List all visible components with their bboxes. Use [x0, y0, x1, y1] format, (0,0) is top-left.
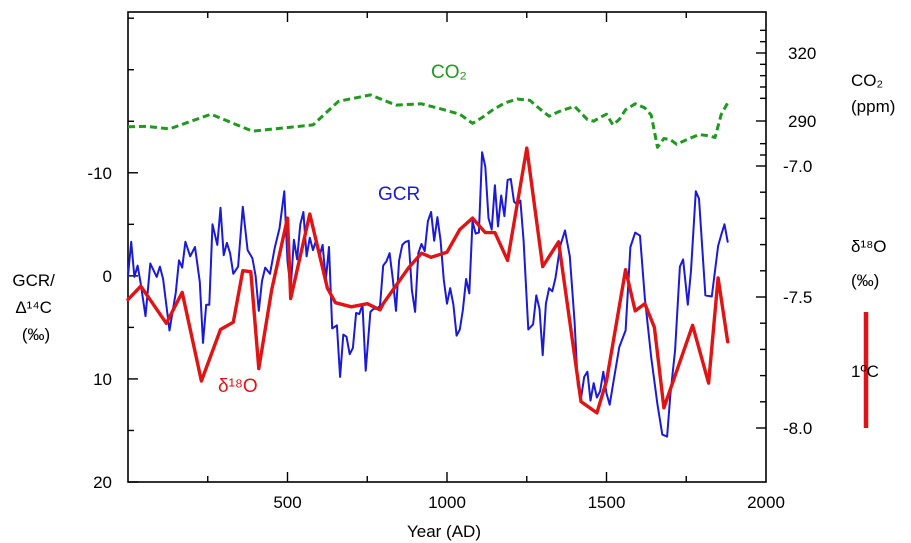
co2-axis-title-line-1: CO₂: [851, 71, 883, 90]
left-axis-tick-label: 10: [93, 370, 112, 389]
left-axis-title-line-1: GCR/: [12, 271, 55, 290]
co2-axis-tick-label: 320: [788, 44, 816, 63]
series-gcr-line: [127, 151, 729, 438]
top-axis: [207, 12, 687, 22]
series-d18o-label: δ¹⁸O: [218, 376, 258, 397]
x-axis-tick-label: 500: [273, 493, 301, 512]
co2-axis-title-line-2: (ppm): [851, 97, 895, 116]
left-axis-tick-label: 20: [93, 473, 112, 492]
left-axis-tick-label: -10: [87, 164, 112, 183]
d18o-axis-tick-label: -7.5: [783, 288, 812, 307]
left-axis-tick-label: 0: [103, 267, 112, 286]
d18o-axis-title: δ¹⁸O (‰): [851, 237, 891, 290]
x-axis-tick-label: 2000: [747, 493, 785, 512]
x-axis-title: Year (AD): [407, 522, 481, 541]
right-axis: 290 320 -8.0 -7.5 -7.0: [756, 29, 816, 438]
scale-bar-label: 1ºC: [851, 362, 879, 381]
left-axis: -10 0 10 20: [87, 17, 138, 492]
co2-axis-title: CO₂ (ppm): [851, 71, 895, 116]
d18o-axis-title-line-1: δ¹⁸O: [851, 237, 887, 256]
series-co2-line: [127, 93, 730, 149]
left-axis-title: GCR/ Δ¹⁴C (‰): [12, 271, 59, 344]
series-gcr-label: GCR: [378, 184, 420, 205]
left-axis-title-line-2: Δ¹⁴C: [15, 298, 52, 317]
bottom-axis: 500 1000 1500 2000: [207, 472, 785, 512]
x-axis-tick-label: 1000: [428, 493, 466, 512]
d18o-axis-tick-label: -8.0: [783, 419, 812, 438]
x-axis-tick-label: 1500: [588, 493, 626, 512]
left-axis-title-line-3: (‰): [22, 325, 50, 344]
d18o-axis-title-line-2: (‰): [851, 271, 879, 290]
d18o-axis-tick-label: -7.0: [783, 157, 812, 176]
series-d18o-line: [126, 146, 730, 415]
series-layer: GCR δ¹⁸O CO₂: [126, 62, 730, 438]
series-co2-label: CO₂: [431, 62, 467, 83]
co2-axis-tick-label: 290: [788, 112, 816, 131]
